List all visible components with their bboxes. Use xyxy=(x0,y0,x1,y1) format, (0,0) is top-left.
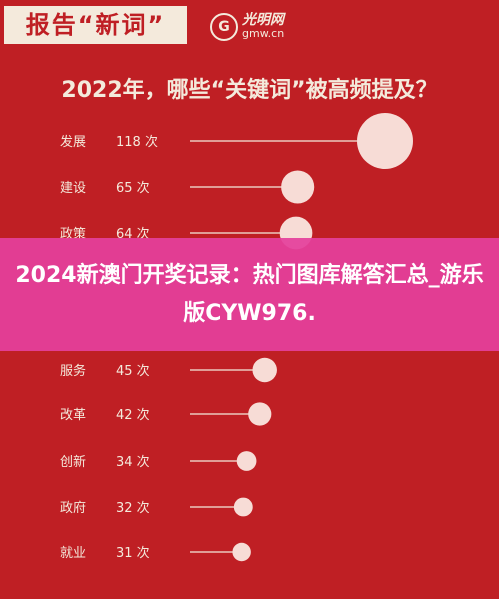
gmw-logo: G 光明网 gmw.cn xyxy=(210,10,284,44)
logo-domain: gmw.cn xyxy=(242,27,285,40)
category-label: 发展 xyxy=(60,134,86,150)
category-label: 建设 xyxy=(60,181,86,196)
report-new-words-tag: 报告“新词” xyxy=(4,6,187,44)
bubble-mark xyxy=(357,113,413,169)
bubble-mark xyxy=(236,451,257,471)
logo-name: 光明网 xyxy=(242,12,284,28)
bubble-mark xyxy=(233,497,253,517)
category-label: 改革 xyxy=(60,408,86,423)
category-label: 政府 xyxy=(60,501,86,516)
bubble-mark xyxy=(252,357,277,383)
value-label: 45 次 xyxy=(116,363,150,379)
value-label: 42 次 xyxy=(116,407,150,423)
chart-title: 2022年，哪些“关键词”被高频提及？ xyxy=(61,78,438,103)
value-label: 34 次 xyxy=(116,454,150,470)
bubble-mark xyxy=(281,170,315,204)
banner-text: 2024新澳门开奖记录：热门图库解答汇总_游乐版CYW976. xyxy=(15,262,484,326)
bubble-mark xyxy=(248,402,272,426)
value-label: 118 次 xyxy=(116,134,158,150)
category-label: 就业 xyxy=(60,546,86,561)
value-label: 32 次 xyxy=(116,500,150,516)
logo-icon: G xyxy=(210,13,238,41)
bubble-mark xyxy=(232,542,251,562)
category-label: 服务 xyxy=(60,363,86,379)
overlay-banner[interactable]: 2024新澳门开奖记录：热门图库解答汇总_游乐版CYW976. xyxy=(0,238,499,351)
value-label: 65 次 xyxy=(116,180,150,196)
category-label: 创新 xyxy=(60,454,86,470)
value-label: 31 次 xyxy=(116,545,150,561)
